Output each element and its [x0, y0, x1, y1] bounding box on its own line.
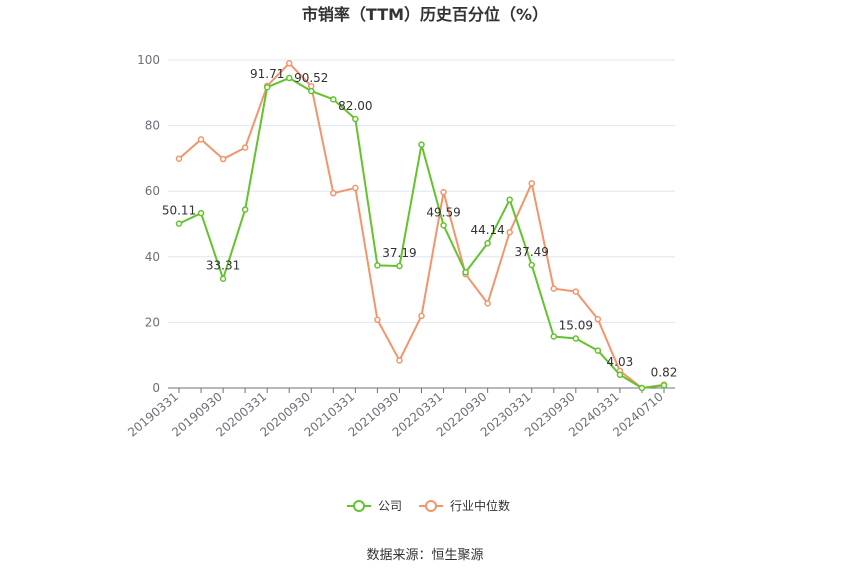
data-label: 82.00 — [338, 99, 372, 113]
data-point-industry — [572, 288, 580, 295]
data-label: 0.82 — [651, 365, 678, 379]
data-point-company — [638, 384, 646, 392]
data-point-company — [462, 268, 469, 276]
data-point-company — [330, 96, 337, 103]
legend-label: 公司 — [378, 499, 402, 513]
data-point-company — [352, 115, 359, 123]
data-point-industry — [241, 144, 249, 151]
data-point-industry — [285, 60, 293, 67]
data-point-company — [550, 333, 558, 340]
data-point-company — [440, 222, 447, 229]
x-axis: 2019033120190930202003312020093020210331… — [125, 387, 675, 440]
data-point-company — [197, 209, 205, 217]
data-label: 4.03 — [607, 355, 634, 369]
data-label: 33.31 — [206, 259, 240, 273]
data-point-company — [263, 83, 271, 91]
data-point-industry — [352, 184, 359, 192]
data-label: 49.59 — [426, 205, 460, 219]
y-tick-label: 20 — [145, 315, 160, 329]
y-tick-label: 60 — [145, 184, 160, 198]
data-point-company — [418, 141, 425, 148]
grid — [168, 59, 675, 323]
data-label: 15.09 — [559, 319, 593, 333]
data-point-industry — [374, 316, 381, 324]
series-line-company — [178, 77, 665, 389]
series-layer — [175, 60, 668, 392]
data-point-company — [285, 74, 293, 82]
legend[interactable]: 公司 行业中位数 — [347, 498, 510, 513]
data-point-industry — [396, 357, 403, 364]
data-point-industry — [440, 188, 447, 196]
data-point-industry — [528, 180, 535, 187]
data-point-company — [616, 371, 624, 379]
data-point-industry — [330, 189, 337, 197]
legend-item-industry[interactable]: 行业中位数 — [419, 498, 510, 513]
data-point-company — [594, 347, 602, 354]
data-label: 50.11 — [162, 204, 196, 218]
y-tick-label: 0 — [152, 381, 160, 395]
data-point-industry — [484, 300, 491, 307]
legend-marker-icon — [353, 500, 365, 512]
data-label: 90.52 — [294, 71, 328, 85]
y-axis: 0 20 40 60 80 100 — [137, 53, 160, 395]
y-tick-label: 40 — [145, 250, 160, 264]
data-labels: 50.11 33.31 91.71 90.52 82.00 37.19 49.59 44.14… — [162, 67, 678, 379]
data-label: 44.14 — [470, 223, 504, 237]
data-label: 37.49 — [515, 245, 549, 259]
data-point-company — [528, 261, 535, 269]
chart-title: 市销率（TTM）历史百分位（%） — [302, 5, 548, 24]
series-line-industry — [178, 62, 665, 389]
data-point-company — [572, 335, 580, 342]
data-point-industry — [506, 228, 513, 236]
y-tick-label: 100 — [137, 53, 160, 67]
data-point-industry — [550, 285, 558, 292]
data-source: 数据来源：恒生聚源 — [366, 548, 483, 563]
data-point-company — [241, 206, 249, 213]
data-point-company — [308, 87, 315, 95]
legend-label: 行业中位数 — [450, 498, 510, 513]
data-point-company — [374, 262, 381, 269]
data-point-company — [506, 196, 513, 203]
y-tick-label: 80 — [145, 119, 160, 133]
data-label: 91.71 — [250, 67, 284, 81]
data-point-company — [484, 239, 491, 247]
data-point-industry — [219, 155, 227, 163]
data-point-industry — [175, 155, 183, 162]
data-point-industry — [418, 312, 425, 320]
data-point-industry — [594, 315, 602, 323]
data-point-company — [396, 262, 403, 270]
legend-item-company[interactable]: 公司 — [347, 499, 402, 513]
legend-marker-icon — [425, 500, 437, 512]
data-point-company — [219, 275, 227, 282]
data-point-company — [660, 382, 668, 389]
data-point-company — [175, 220, 183, 227]
data-label: 37.19 — [382, 246, 416, 260]
data-point-industry — [197, 136, 205, 143]
